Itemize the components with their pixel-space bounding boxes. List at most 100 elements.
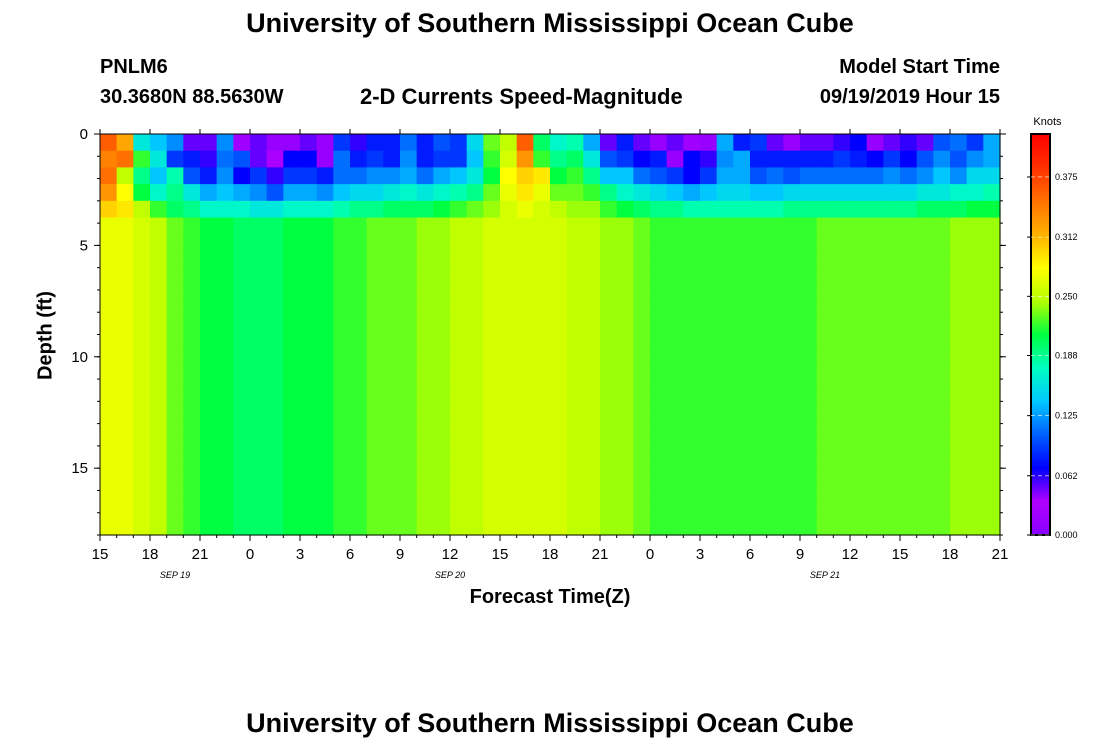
heatmap-cell: [250, 301, 268, 319]
heatmap-cell: [216, 200, 234, 219]
heatmap-cell: [333, 501, 351, 519]
heatmap-cell: [650, 468, 668, 486]
heatmap-cell: [566, 284, 584, 302]
heatmap-cell: [933, 150, 951, 169]
heatmap-cell: [133, 200, 151, 219]
heatmap-cell: [216, 150, 234, 169]
heatmap-cell: [466, 250, 484, 269]
heatmap-cell: [366, 200, 384, 219]
heatmap-cell: [250, 167, 268, 185]
heatmap-cell: [233, 401, 251, 419]
heatmap-cell: [650, 384, 668, 402]
heatmap-cell: [716, 351, 734, 369]
heatmap-cell: [333, 301, 351, 319]
heatmap-cell: [433, 284, 451, 302]
x-tick-label: 21: [992, 546, 1009, 563]
heatmap-cell: [750, 501, 768, 519]
heatmap-cell: [383, 418, 401, 436]
heatmap-cell: [150, 484, 168, 503]
heatmap-cell: [850, 267, 868, 285]
heatmap-cell: [266, 501, 284, 519]
heatmap-cell: [750, 150, 768, 169]
heatmap-cell: [833, 200, 851, 219]
heatmap-cell: [366, 384, 384, 402]
heatmap-cell: [550, 200, 568, 219]
heatmap-cell: [883, 518, 901, 536]
heatmap-cell: [466, 468, 484, 486]
heatmap-cell: [433, 200, 451, 219]
heatmap-cell: [500, 401, 518, 419]
heatmap-cell: [650, 401, 668, 419]
heatmap-cell: [383, 267, 401, 285]
heatmap-cell: [616, 334, 634, 352]
heatmap-cell: [333, 317, 351, 336]
heatmap-cell: [283, 367, 301, 386]
heatmap-cell: [783, 250, 801, 269]
heatmap-cell: [433, 468, 451, 486]
heatmap-cell: [333, 167, 351, 185]
heatmap-cell: [283, 250, 301, 269]
heatmap-cell: [616, 418, 634, 436]
heatmap-cell: [800, 434, 818, 453]
heatmap-cell: [700, 301, 718, 319]
heatmap-cell: [966, 184, 984, 202]
heatmap-cell: [666, 217, 684, 235]
x-tick-label: 6: [346, 546, 354, 563]
heatmap-cell: [333, 267, 351, 285]
heatmap-cell: [933, 418, 951, 436]
heatmap-cell: [266, 451, 284, 469]
heatmap-cell: [366, 434, 384, 453]
heatmap-cell: [433, 267, 451, 285]
heatmap-cell: [783, 501, 801, 519]
heatmap-cell: [216, 501, 234, 519]
heatmap-cell: [583, 434, 601, 453]
heatmap-cell: [100, 468, 118, 486]
heatmap-cell: [383, 351, 401, 369]
heatmap-cell: [483, 367, 501, 386]
heatmap-cell: [666, 150, 684, 169]
heatmap-cell: [300, 334, 318, 352]
heatmap-cell: [166, 351, 184, 369]
heatmap-cell: [816, 434, 834, 453]
heatmap-cell: [466, 434, 484, 453]
heatmap-cell: [800, 367, 818, 386]
heatmap-cell: [533, 418, 551, 436]
heatmap-cell: [250, 250, 268, 269]
heatmap-cell: [733, 217, 751, 235]
heatmap-cell: [183, 167, 201, 185]
heatmap-cell: [233, 167, 251, 185]
heatmap-cell: [466, 401, 484, 419]
colorbar: [1030, 133, 1051, 536]
heatmap-cell: [766, 150, 784, 169]
heatmap-cell: [483, 284, 501, 302]
heatmap-cell: [266, 267, 284, 285]
heatmap-cell: [916, 317, 934, 336]
heatmap-cell: [150, 284, 168, 302]
heatmap-cell: [216, 134, 234, 152]
heatmap-cell: [433, 367, 451, 386]
heatmap-cell: [416, 384, 434, 402]
heatmap-cell: [966, 484, 984, 503]
heatmap-cell: [416, 367, 434, 386]
heatmap-cell: [616, 301, 634, 319]
heatmap-cell: [466, 418, 484, 436]
heatmap-cell: [566, 234, 584, 252]
heatmap-cell: [100, 451, 118, 469]
heatmap-cell: [383, 451, 401, 469]
heatmap-cell: [583, 401, 601, 419]
heatmap-cell: [600, 284, 618, 302]
heatmap-cell: [500, 434, 518, 453]
heatmap-cell: [583, 301, 601, 319]
heatmap-cell: [183, 418, 201, 436]
heatmap-cell: [983, 234, 1001, 252]
heatmap-cell: [433, 401, 451, 419]
heatmap-cell: [366, 267, 384, 285]
heatmap-cell: [950, 134, 968, 152]
heatmap-cell: [683, 217, 701, 235]
heatmap-cell: [683, 167, 701, 185]
heatmap-cell: [766, 451, 784, 469]
heatmap-cell: [183, 451, 201, 469]
heatmap-cell: [183, 250, 201, 269]
heatmap-cell: [350, 518, 368, 536]
heatmap-cell: [216, 167, 234, 185]
